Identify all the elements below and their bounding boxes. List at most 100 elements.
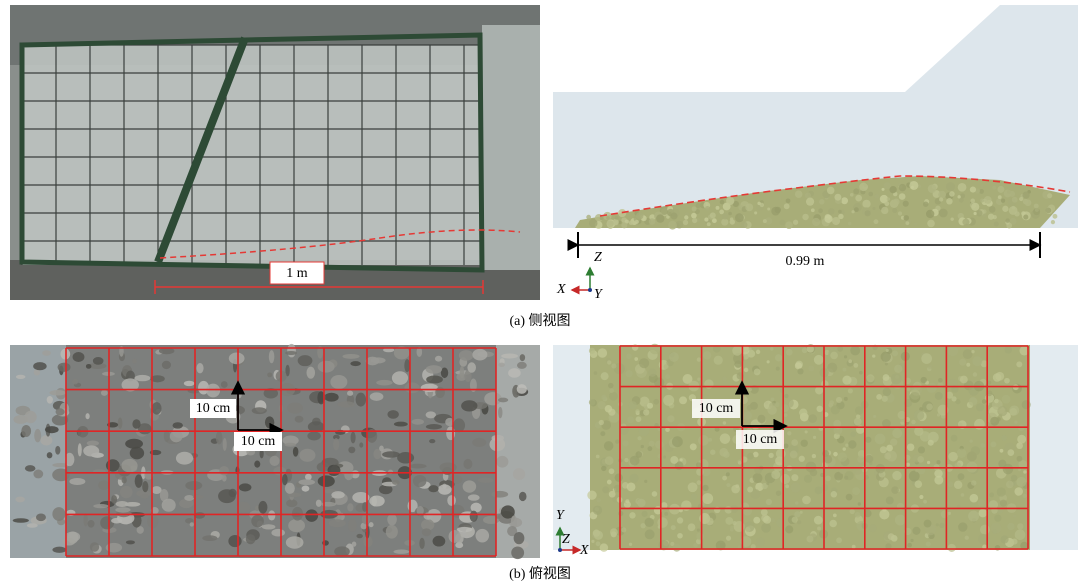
particle — [797, 520, 802, 525]
pebble — [44, 426, 59, 434]
particle — [770, 517, 776, 523]
pebble — [258, 500, 268, 514]
particle — [775, 448, 786, 459]
particle — [670, 455, 679, 464]
pebble — [359, 442, 364, 448]
particle — [644, 517, 654, 528]
particle — [906, 443, 915, 451]
particle — [849, 508, 855, 515]
pebble — [282, 435, 299, 446]
particle — [990, 441, 997, 448]
particle — [950, 434, 958, 442]
particle — [679, 458, 683, 462]
particle — [691, 206, 697, 212]
particle — [711, 218, 717, 224]
particle — [797, 368, 804, 375]
pebble — [189, 522, 194, 527]
particle — [676, 517, 684, 524]
pebble — [497, 397, 509, 403]
pebble — [21, 424, 32, 437]
particle — [1014, 529, 1026, 541]
particle — [725, 472, 730, 477]
pebble — [306, 366, 316, 379]
particle — [663, 364, 669, 370]
particle — [957, 182, 967, 192]
particle — [648, 218, 656, 225]
particle — [1008, 206, 1018, 215]
pebble — [251, 514, 264, 528]
pebble — [352, 492, 370, 503]
pebble — [287, 402, 304, 414]
particle — [969, 186, 977, 193]
particle — [766, 482, 770, 486]
scale-label: 0.99 m — [786, 254, 825, 269]
particle — [722, 421, 727, 425]
pebble — [151, 402, 162, 415]
particle — [771, 470, 781, 480]
particle — [692, 217, 698, 224]
pebble — [46, 452, 53, 459]
particle — [939, 522, 945, 529]
particle — [608, 468, 615, 475]
particle — [622, 440, 629, 447]
particle — [921, 353, 933, 364]
pebble — [350, 431, 356, 444]
particle — [610, 528, 618, 537]
particle — [755, 537, 765, 547]
particle — [874, 433, 886, 445]
particle — [668, 220, 677, 230]
particle — [677, 532, 683, 539]
particle — [970, 198, 975, 203]
particle — [657, 517, 668, 528]
particle — [863, 509, 872, 518]
particle — [799, 510, 803, 514]
particle — [1000, 535, 1009, 544]
particle — [753, 516, 761, 524]
pebble — [33, 362, 47, 371]
particle — [750, 544, 756, 550]
particle — [757, 201, 761, 206]
particle — [732, 200, 739, 208]
particle — [917, 446, 926, 454]
pebble — [511, 546, 525, 560]
particle — [881, 206, 889, 215]
pebble — [206, 383, 221, 398]
particle — [999, 448, 1004, 453]
particle — [894, 364, 903, 374]
particle — [664, 511, 669, 516]
particle — [960, 493, 965, 497]
particle — [1024, 199, 1032, 207]
pebble — [484, 392, 502, 406]
particle — [977, 498, 986, 507]
particle — [926, 403, 933, 411]
particle — [971, 202, 980, 211]
particle — [843, 396, 848, 401]
particle — [987, 213, 995, 220]
pebble — [158, 347, 175, 355]
particle — [704, 217, 709, 222]
pebble — [24, 465, 36, 472]
particle — [989, 492, 995, 498]
particle — [678, 508, 683, 513]
particle — [938, 377, 943, 383]
particle — [857, 455, 865, 463]
particle — [906, 387, 911, 391]
particle — [596, 497, 602, 503]
pebble — [397, 452, 415, 464]
particle — [705, 517, 714, 526]
particle — [764, 217, 773, 225]
pebble — [159, 488, 169, 502]
particle — [745, 526, 751, 533]
particle — [1019, 196, 1024, 202]
particle — [603, 441, 614, 451]
particle — [897, 211, 903, 216]
particle — [789, 450, 798, 459]
particle — [1050, 220, 1056, 225]
particle — [939, 197, 944, 202]
particle — [748, 347, 752, 351]
particle — [1009, 217, 1017, 225]
particle — [827, 362, 838, 373]
particle — [926, 460, 931, 465]
particle — [672, 543, 681, 552]
particle — [813, 515, 823, 525]
